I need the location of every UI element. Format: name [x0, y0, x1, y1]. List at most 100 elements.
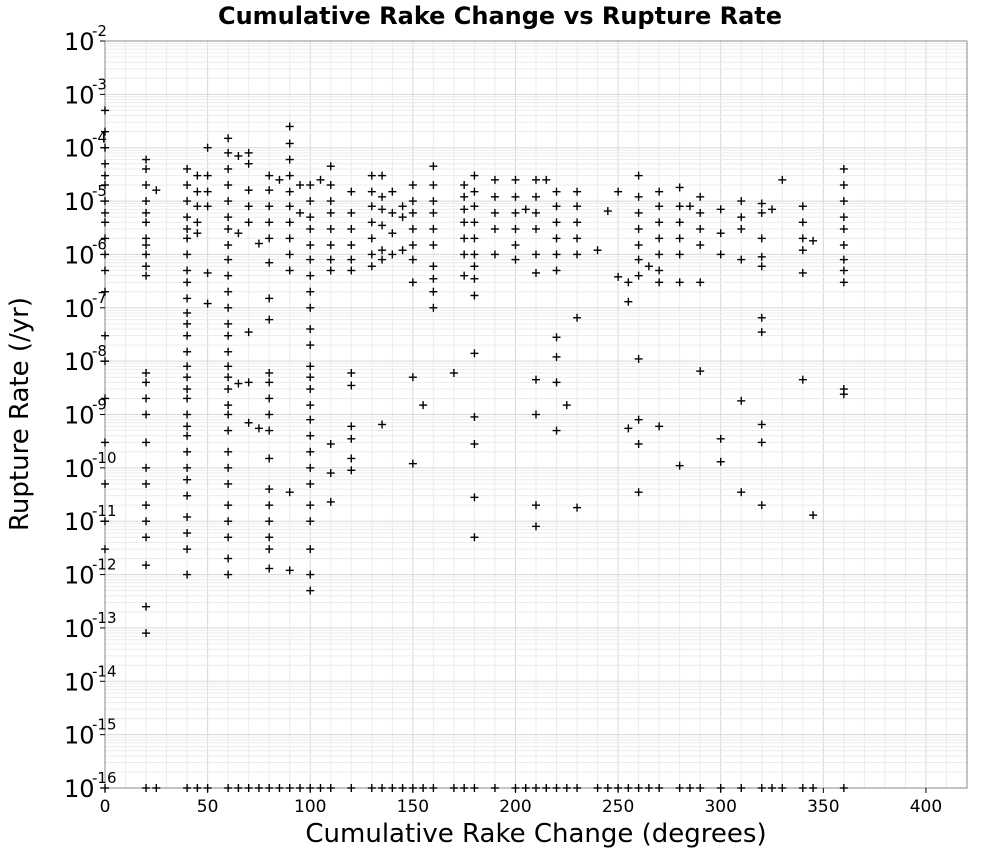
- data-point: [306, 385, 315, 394]
- data-point: [183, 512, 192, 521]
- data-point: [142, 164, 151, 173]
- data-point: [809, 511, 818, 520]
- data-point: [224, 148, 233, 157]
- data-point: [408, 278, 417, 287]
- data-point: [634, 255, 643, 264]
- data-point: [552, 250, 561, 259]
- chart-title: Cumulative Rake Change vs Rupture Rate: [218, 2, 782, 30]
- data-point: [839, 255, 848, 264]
- data-point: [470, 234, 479, 243]
- data-point: [101, 106, 109, 115]
- data-point: [655, 218, 664, 227]
- data-point: [429, 208, 438, 217]
- data-point: [573, 313, 582, 322]
- data-point: [306, 517, 315, 526]
- data-point: [388, 208, 397, 217]
- y-tick-label: 10: [64, 295, 95, 323]
- y-tick-label: 10: [64, 508, 95, 536]
- data-point: [562, 401, 571, 410]
- data-point: [183, 331, 192, 340]
- data-point: [265, 517, 274, 526]
- data-point: [183, 308, 192, 317]
- data-point: [306, 479, 315, 488]
- data-point: [460, 784, 469, 792]
- data-point: [326, 208, 335, 217]
- data-point: [224, 373, 233, 382]
- data-point: [306, 197, 315, 206]
- data-point: [378, 255, 387, 264]
- data-point: [306, 545, 315, 554]
- data-point: [716, 457, 725, 466]
- y-axis-label: Rupture Rate (/yr): [5, 297, 35, 531]
- data-point: [295, 208, 304, 217]
- data-point: [798, 218, 807, 227]
- y-tick-exponent: -16: [92, 769, 117, 787]
- x-tick-label: 300: [704, 797, 736, 817]
- data-point: [183, 294, 192, 303]
- data-point: [183, 347, 192, 356]
- data-point: [193, 218, 202, 227]
- data-point: [798, 268, 807, 277]
- data-point: [696, 784, 705, 792]
- data-point: [614, 272, 623, 281]
- data-point: [265, 202, 274, 211]
- data-point: [326, 439, 335, 448]
- data-point: [573, 784, 582, 792]
- data-point: [183, 213, 192, 222]
- data-point: [183, 431, 192, 440]
- y-tick-label: 10: [64, 188, 95, 216]
- data-point: [460, 181, 469, 190]
- data-point: [152, 186, 161, 195]
- data-point: [326, 224, 335, 233]
- data-point: [778, 784, 787, 792]
- data-point: [224, 347, 233, 356]
- data-point: [285, 250, 294, 259]
- data-point: [244, 378, 253, 387]
- data-point: [183, 164, 192, 173]
- data-point: [224, 447, 233, 456]
- data-point: [224, 533, 233, 542]
- data-point: [265, 378, 274, 387]
- data-point: [532, 501, 540, 510]
- data-point: [757, 262, 766, 271]
- data-point: [183, 224, 192, 233]
- data-point: [101, 438, 109, 447]
- data-point: [306, 373, 315, 382]
- data-point: [655, 278, 664, 287]
- data-point: [224, 517, 233, 526]
- data-point: [470, 274, 479, 283]
- data-point: [101, 287, 109, 296]
- data-point: [347, 255, 356, 264]
- data-point: [675, 461, 684, 470]
- data-point: [634, 241, 643, 250]
- data-point: [757, 234, 766, 243]
- data-point: [388, 229, 397, 238]
- data-point: [839, 197, 848, 206]
- y-tick-exponent: -4: [92, 129, 107, 147]
- data-point: [449, 784, 458, 792]
- y-tick-label: 10: [64, 455, 95, 483]
- data-point: [367, 171, 376, 180]
- data-point: [275, 784, 284, 792]
- data-point: [326, 266, 335, 275]
- data-point: [265, 394, 274, 403]
- data-point: [429, 274, 438, 283]
- data-point: [634, 439, 643, 448]
- data-point: [306, 431, 315, 440]
- data-point: [101, 208, 109, 217]
- data-point: [285, 139, 294, 148]
- data-point: [142, 533, 151, 542]
- data-point: [408, 241, 417, 250]
- data-point: [367, 218, 376, 227]
- data-point: [234, 784, 243, 792]
- data-point: [716, 434, 725, 443]
- data-point: [470, 784, 479, 792]
- data-point: [655, 784, 664, 792]
- data-point: [224, 784, 233, 792]
- data-point: [265, 410, 274, 419]
- data-point: [316, 175, 325, 184]
- data-point: [470, 218, 479, 227]
- data-point: [603, 207, 612, 216]
- data-point: [675, 218, 684, 227]
- data-point: [573, 187, 582, 196]
